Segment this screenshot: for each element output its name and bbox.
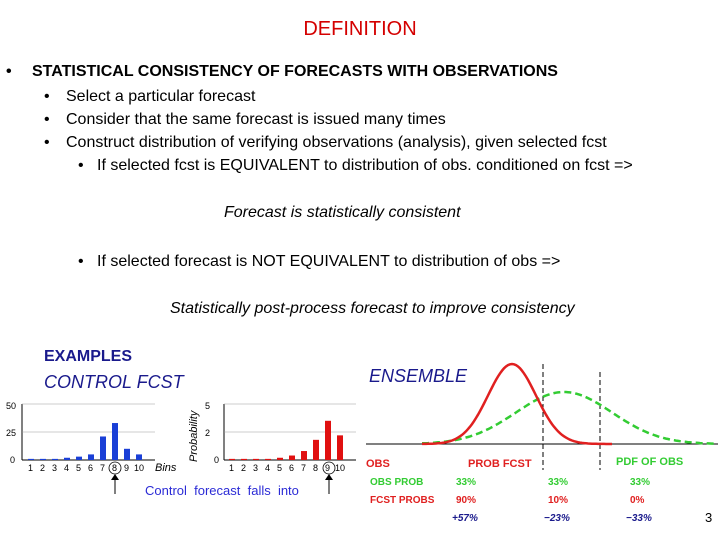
ensemble-label: ENSEMBLE	[369, 366, 468, 386]
row-value: 0%	[630, 495, 645, 506]
histogram-bar	[313, 439, 319, 460]
x-tick-label: 2	[40, 463, 45, 473]
pdf-figure: OBS PROB FCST PDF OF OBS OBS PROB 33% 33…	[366, 362, 718, 525]
row-label: FCST PROBS	[370, 495, 435, 506]
x-tick-label: 6	[289, 463, 294, 473]
y-tick-label: 0	[10, 455, 15, 465]
bins-label: Bins	[155, 462, 177, 474]
y-tick-label: 5	[205, 401, 210, 411]
y-tick-label: 25	[6, 428, 16, 438]
histogram-ensemble: 5 2 0 1 2 3 4 5 6 7 8 9 10	[205, 401, 356, 475]
x-tick-labels: 1 2 3 4 5 6 7 8 9 10	[229, 463, 345, 473]
page-title: DEFINITION	[303, 18, 417, 40]
prob-fcst-label: PROB FCST	[468, 458, 532, 470]
sub-bullet-text: Select a particular forecast	[66, 88, 256, 105]
row-value: 33%	[456, 477, 476, 488]
condition-equivalent: • If selected fcst is EQUIVALENT to distr…	[78, 157, 633, 175]
bullet-dot: •	[44, 88, 50, 105]
x-tick-label: 7	[301, 463, 306, 473]
sub-bullet-1: • Select a particular forecast	[44, 88, 255, 106]
histogram-bar	[28, 458, 34, 460]
histogram-bar	[64, 457, 70, 460]
histogram-bar	[229, 458, 235, 460]
x-tick-label: 3	[253, 463, 258, 473]
histogram-bar	[100, 436, 106, 460]
histogram-bar	[76, 456, 82, 460]
condition-text: If selected fcst is EQUIVALENT to distri…	[97, 157, 633, 174]
row-value: −23%	[544, 513, 570, 524]
x-tick-label: 10	[335, 463, 345, 473]
y-tick-label: 0	[214, 455, 219, 465]
row-value: 33%	[630, 477, 650, 488]
histogram-bar	[337, 435, 343, 460]
sub-bullet-2: • Consider that the same forecast is issu…	[44, 111, 446, 129]
main-bullet: • STATISTICAL CONSISTENCY OF FORECASTS WI…	[6, 63, 716, 81]
y-tick-label: 50	[6, 401, 16, 411]
histogram-bar	[52, 458, 58, 460]
arrow-head-icon	[325, 474, 333, 480]
histogram-bar	[301, 451, 307, 460]
histogram-bar	[88, 454, 94, 460]
x-tick-label: 9	[124, 463, 129, 473]
histogram-bar	[112, 423, 118, 460]
x-tick-label: 1	[28, 463, 33, 473]
control-fcst-label: CONTROL FCST	[44, 372, 184, 392]
examples-label: EXAMPLES	[44, 348, 133, 365]
histogram-bar	[40, 458, 46, 460]
histogram-bar	[289, 455, 295, 460]
row-label: OBS PROB	[370, 477, 423, 488]
condition-text: If selected forecast is NOT EQUIVALENT t…	[97, 253, 561, 270]
x-tick-labels: 1 2 3 4 5 6 7 8 9 10	[28, 463, 144, 473]
y-tick-label: 2	[205, 428, 210, 438]
result-post-process: Statistically post-process forecast to i…	[170, 300, 575, 317]
bullet-dot: •	[6, 63, 12, 80]
bullet-dot: •	[78, 157, 84, 174]
x-tick-label: 9	[325, 463, 330, 473]
sub-bullet-text: Construct distribution of verifying obse…	[66, 134, 607, 151]
histogram-bar	[325, 420, 331, 460]
x-tick-label: 6	[88, 463, 93, 473]
x-tick-label: 1	[229, 463, 234, 473]
bullet-dot: •	[44, 134, 50, 151]
obs-label: OBS	[366, 458, 390, 470]
x-tick-label: 2	[241, 463, 246, 473]
x-tick-label: 5	[277, 463, 282, 473]
arrow-head-icon	[111, 474, 119, 480]
x-tick-label: 3	[52, 463, 57, 473]
x-tick-label: 7	[100, 463, 105, 473]
probability-label: Probability	[188, 409, 200, 462]
pdf-obs-label: PDF OF OBS	[616, 456, 683, 468]
x-tick-label: 8	[112, 463, 117, 473]
row-value: 10%	[548, 495, 568, 506]
histogram-bar	[253, 458, 259, 460]
histogram-bar	[241, 458, 247, 460]
x-tick-label: 5	[76, 463, 81, 473]
page-number: 3	[705, 510, 712, 525]
result-consistent: Forecast is statistically consistent	[224, 204, 461, 221]
histogram-bar	[136, 454, 142, 460]
histogram-control: 50 25 0 1 2 3 4 5 6 7 8 9 10 Bins Probab…	[6, 401, 200, 475]
pdf-obs-curve	[422, 390, 714, 445]
sub-bullet-text: Consider that the same forecast is issue…	[66, 111, 446, 128]
main-bullet-text: STATISTICAL CONSISTENCY OF FORECASTS WIT…	[32, 63, 558, 80]
figure-caption: Control forecast falls into	[145, 483, 299, 498]
row-value: 90%	[456, 495, 476, 506]
sub-bullet-3: • Construct distribution of verifying obs…	[44, 134, 607, 152]
histogram-bar	[265, 458, 271, 460]
row-value: −33%	[626, 513, 652, 524]
bullet-dot: •	[78, 253, 84, 270]
row-value: 33%	[548, 477, 568, 488]
x-tick-label: 4	[265, 463, 270, 473]
x-tick-label: 4	[64, 463, 69, 473]
prob-fcst-curve	[422, 362, 612, 446]
x-tick-label: 8	[313, 463, 318, 473]
bullet-dot: •	[44, 111, 50, 128]
row-value: +57%	[452, 513, 478, 524]
histogram-figure: 50 25 0 1 2 3 4 5 6 7 8 9 10 Bins Probab…	[6, 401, 356, 498]
x-tick-label: 10	[134, 463, 144, 473]
histogram-bar	[277, 457, 283, 460]
histogram-bar	[124, 448, 130, 460]
condition-not-equivalent: • If selected forecast is NOT EQUIVALENT …	[78, 253, 560, 271]
